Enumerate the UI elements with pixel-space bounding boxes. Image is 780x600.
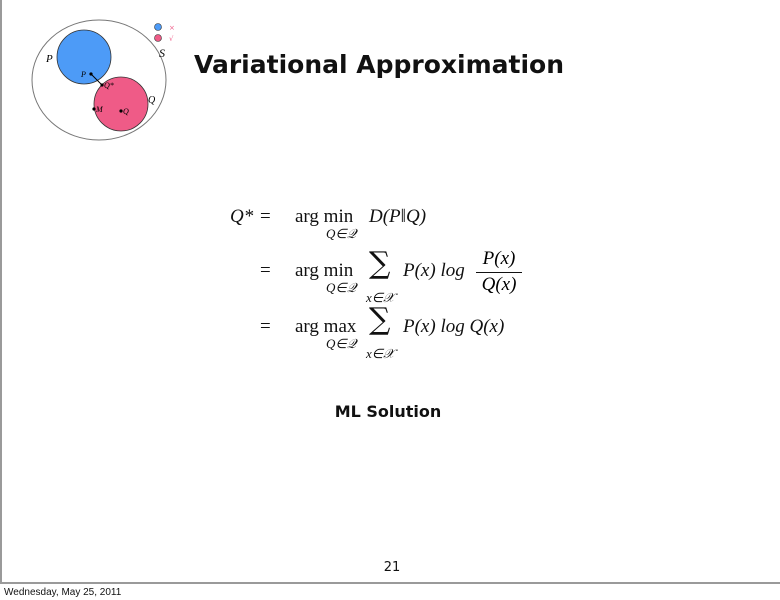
m-label: M — [95, 105, 104, 114]
legend-dot-pink — [154, 34, 162, 42]
legend-dot-blue — [154, 23, 162, 31]
slide-title: Variational Approximation — [194, 50, 565, 79]
eq-lhs: Q* — [230, 206, 254, 227]
eq-sign-1: = — [260, 206, 271, 227]
eq-sign-3: = — [260, 316, 271, 337]
eq-line2-px: P(x) log — [403, 260, 465, 281]
fraction-bar — [476, 272, 522, 273]
set-diagram: P Q* M Q P S Q × √ — [31, 19, 175, 141]
outer-set-label: S — [159, 46, 165, 60]
slide: P Q* M Q P S Q × √ Variational Approxima… — [0, 0, 780, 584]
eq-sub-x-3: x∈𝒳 — [366, 346, 395, 361]
legend-cross-icon: × — [169, 24, 175, 32]
eq-sub-q-2: Q∈𝒬 — [326, 280, 357, 295]
eq-sign-2: = — [260, 260, 271, 281]
q-set-label: Q — [148, 95, 156, 106]
eq-sub-x-2: x∈𝒳 — [366, 290, 395, 305]
eq-sub-q-3: Q∈𝒬 — [326, 336, 357, 351]
page-number: 21 — [383, 560, 401, 575]
fraction-denominator: Q(x) — [481, 274, 517, 295]
q-star-point — [100, 83, 104, 87]
q-region — [93, 76, 149, 132]
p-point — [89, 72, 93, 76]
eq-argmin-2: arg min — [295, 260, 354, 281]
q-star-label: Q* — [104, 81, 114, 90]
p-region — [56, 29, 112, 85]
caption: ML Solution — [334, 402, 442, 421]
eq-sub-q-1: Q∈𝒬 — [326, 226, 357, 241]
sum-symbol-3: ∑ — [369, 302, 391, 337]
outer-set-ellipse — [31, 19, 167, 141]
fraction-numerator: P(x) — [482, 248, 516, 269]
eq-line1-rhs: D(P‖Q) — [369, 206, 427, 227]
eq-argmax: arg max — [295, 316, 357, 337]
legend-check-icon: √ — [169, 35, 174, 43]
projection-line — [90, 73, 103, 86]
p-label: P — [80, 70, 86, 79]
sum-symbol-2: ∑ — [369, 246, 391, 281]
p-set-label: P — [45, 53, 53, 65]
eq-line3-rhs: P(x) log Q(x) — [403, 316, 505, 337]
q-point — [119, 109, 123, 113]
footer-date: Wednesday, May 25, 2011 — [4, 587, 122, 598]
eq-argmin-1: arg min — [295, 206, 354, 227]
m-point — [92, 107, 96, 111]
q-label: Q — [123, 107, 129, 116]
